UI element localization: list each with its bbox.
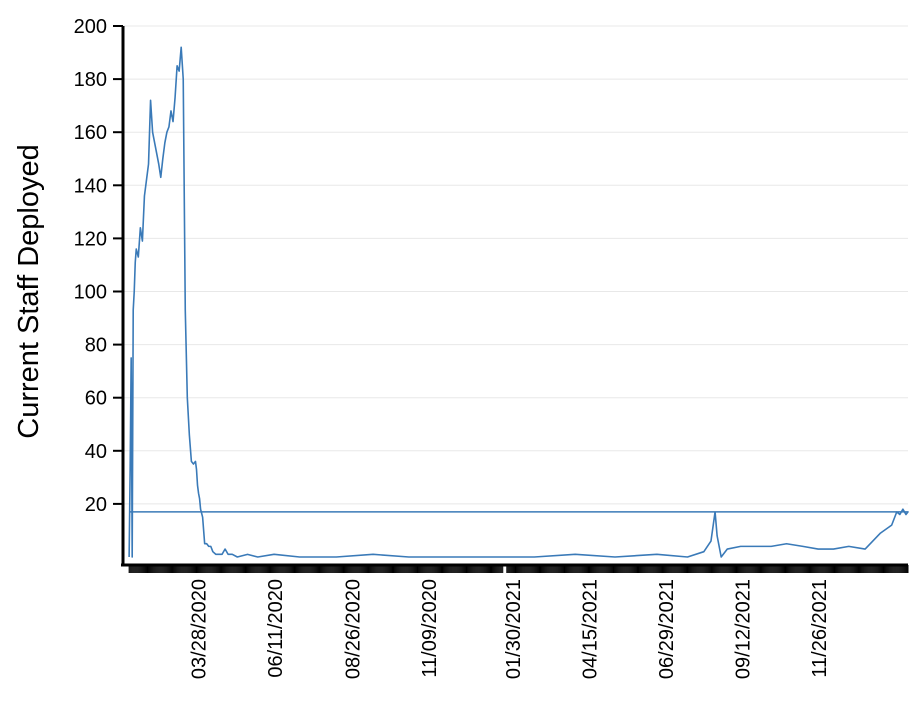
x-tick-label: 06/29/2021 [656, 579, 678, 679]
x-tick-label: 09/12/2021 [733, 579, 755, 679]
y-tick-label: 160 [74, 122, 107, 144]
x-tick-label: 11/09/2020 [419, 579, 441, 678]
y-tick-label: 60 [85, 388, 107, 410]
y-tick-label: 40 [85, 441, 107, 463]
y-tick-label: 180 [74, 69, 107, 91]
y-axis-ticks: 20 40 60 80 100 120 140 160 180 200 [74, 16, 123, 516]
y-tick-label: 100 [74, 282, 107, 304]
x-tick-label: 06/11/2020 [265, 579, 287, 678]
y-tick-label: 140 [74, 175, 107, 197]
x-axis-ticks: 03/28/2020 06/11/2020 08/26/2020 11/09/2020… [128, 565, 909, 679]
x-tick-label: 03/28/2020 [189, 579, 211, 679]
y-tick-label: 20 [85, 494, 107, 516]
y-axis-title: Current Staff Deployed [13, 144, 45, 438]
x-tick-label: 08/26/2020 [343, 579, 365, 679]
y-tick-label: 80 [85, 335, 107, 357]
gridlines [123, 25, 908, 505]
x-tick-label: 04/15/2021 [580, 579, 602, 679]
series-line [128, 46, 909, 558]
y-tick-label: 200 [74, 16, 107, 38]
x-tick-label: 11/26/2021 [809, 579, 831, 678]
x-tick-label: 01/30/2021 [503, 579, 525, 679]
y-tick-label: 120 [74, 228, 107, 250]
